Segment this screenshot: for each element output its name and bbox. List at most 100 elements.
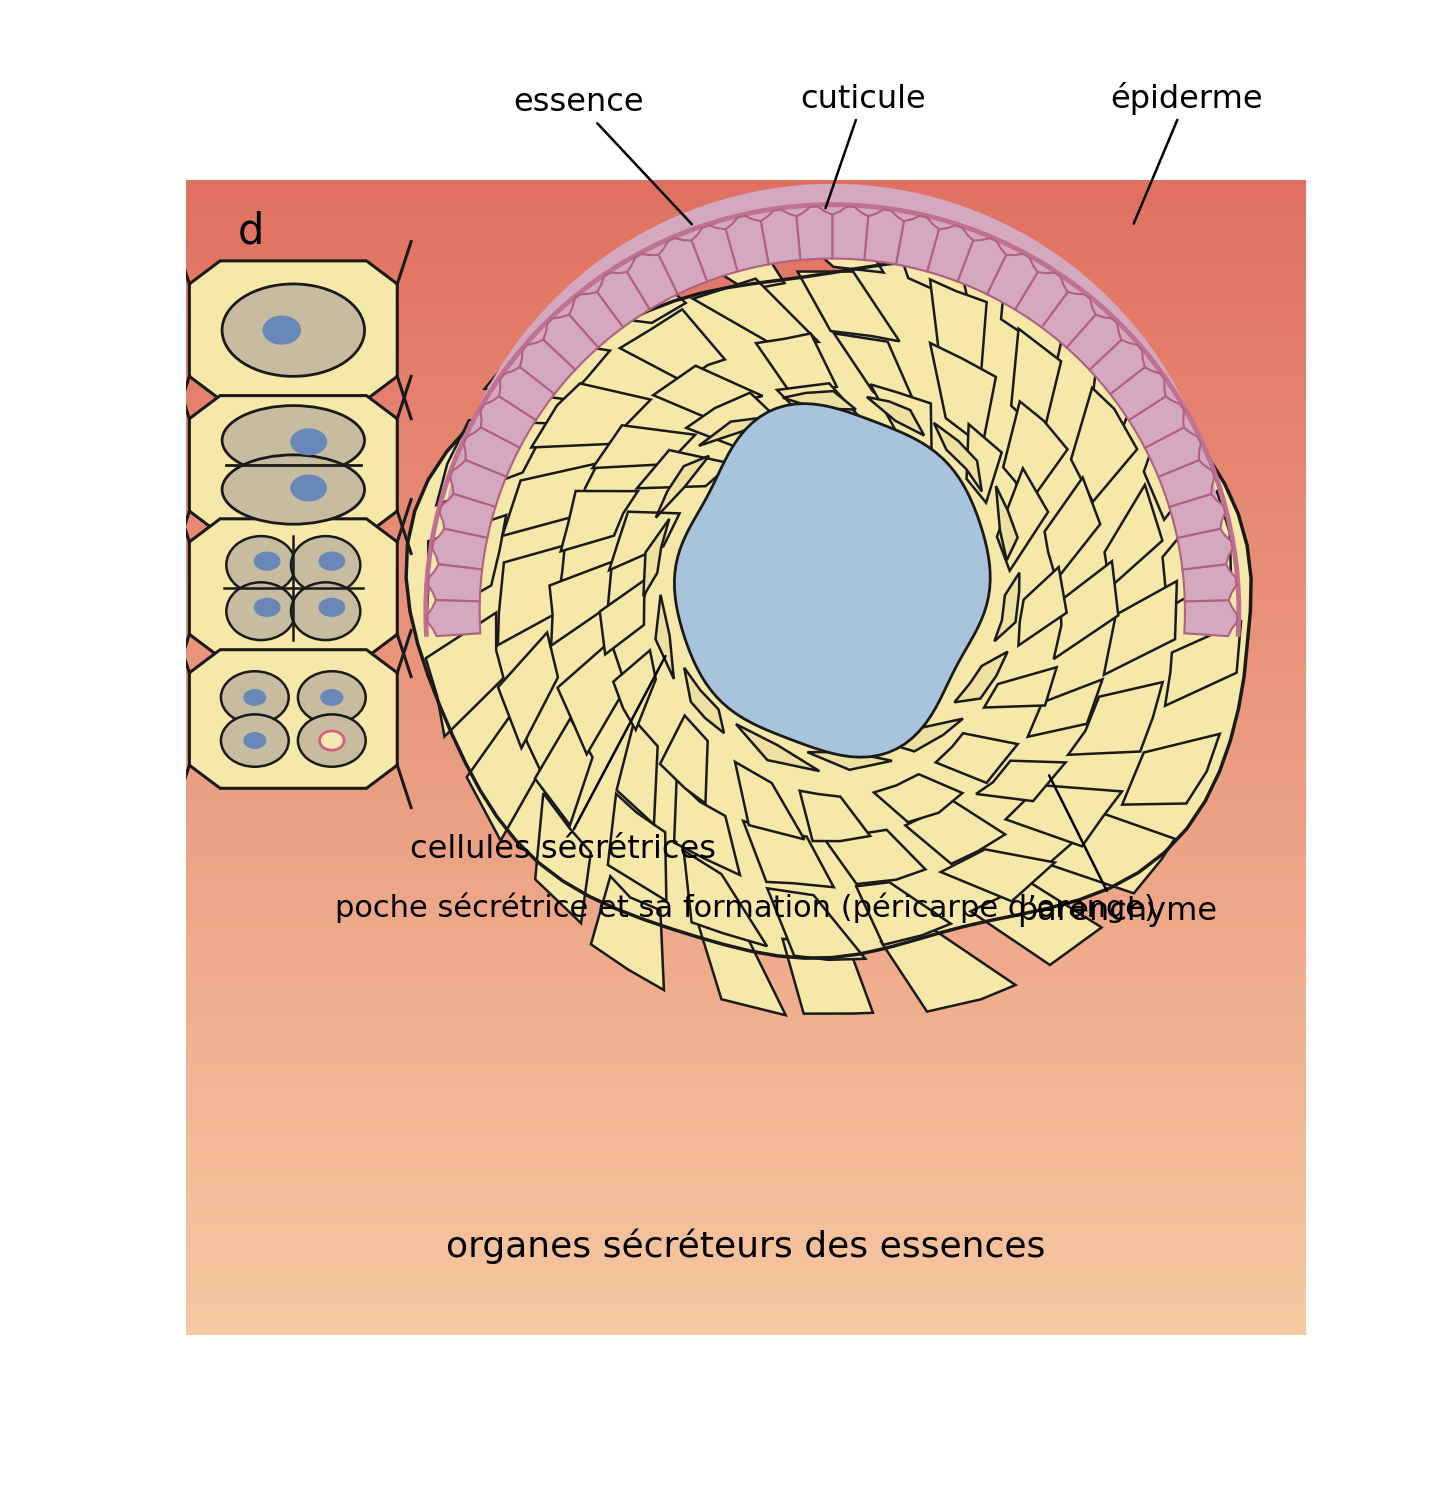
Bar <box>186 640 1307 646</box>
Polygon shape <box>825 830 925 884</box>
Bar <box>186 1311 1307 1316</box>
Bar <box>186 357 1307 362</box>
Ellipse shape <box>319 552 345 572</box>
Polygon shape <box>1053 561 1119 658</box>
Ellipse shape <box>227 536 295 594</box>
Bar <box>186 992 1307 996</box>
Polygon shape <box>1048 812 1174 894</box>
Ellipse shape <box>290 474 327 501</box>
Polygon shape <box>735 762 805 840</box>
Bar <box>186 1046 1307 1050</box>
Bar <box>186 1245 1307 1251</box>
Bar <box>186 706 1307 711</box>
Ellipse shape <box>223 405 365 476</box>
Polygon shape <box>882 930 1016 1011</box>
Bar <box>186 503 1307 507</box>
Bar <box>186 664 1307 669</box>
Bar <box>186 1292 1307 1296</box>
Ellipse shape <box>243 732 266 748</box>
Bar <box>186 1296 1307 1300</box>
Ellipse shape <box>298 672 365 723</box>
Bar <box>186 1030 1307 1035</box>
Bar <box>186 1254 1307 1258</box>
Bar <box>186 999 1307 1004</box>
Bar <box>186 1154 1307 1158</box>
Bar <box>186 476 1307 480</box>
Bar <box>186 298 1307 303</box>
Bar <box>186 630 1307 634</box>
Bar <box>186 1149 1307 1154</box>
Bar <box>186 1119 1307 1124</box>
Bar <box>186 1014 1307 1020</box>
Polygon shape <box>736 724 819 771</box>
Bar <box>186 1077 1307 1082</box>
Bar <box>186 652 1307 657</box>
Polygon shape <box>896 216 938 272</box>
Polygon shape <box>870 384 931 458</box>
Text: cellules sécrétrices: cellules sécrétrices <box>410 656 716 866</box>
Polygon shape <box>783 392 856 410</box>
Bar <box>186 1114 1307 1119</box>
Bar <box>186 714 1307 718</box>
Bar <box>186 915 1307 920</box>
Bar <box>186 930 1307 934</box>
Bar <box>186 980 1307 984</box>
Text: essence: essence <box>514 87 691 224</box>
Polygon shape <box>592 426 695 468</box>
Polygon shape <box>1122 734 1219 804</box>
Bar <box>186 1092 1307 1096</box>
Polygon shape <box>874 774 962 822</box>
Bar <box>186 830 1307 834</box>
Bar <box>186 310 1307 315</box>
Bar <box>186 1050 1307 1054</box>
Bar <box>186 726 1307 730</box>
Polygon shape <box>502 464 598 536</box>
Bar <box>186 926 1307 930</box>
Polygon shape <box>1005 784 1122 846</box>
Polygon shape <box>467 706 540 840</box>
Bar <box>186 291 1307 296</box>
Text: épiderme: épiderme <box>1110 81 1263 224</box>
Bar <box>186 962 1307 966</box>
Polygon shape <box>535 718 592 825</box>
Polygon shape <box>464 427 519 477</box>
Bar <box>186 286 1307 291</box>
Polygon shape <box>426 612 503 736</box>
Bar <box>186 776 1307 780</box>
Bar <box>186 1161 1307 1166</box>
Text: organes sécréteurs des essences: organes sécréteurs des essences <box>445 1228 1045 1264</box>
Bar <box>186 225 1307 230</box>
Bar <box>186 392 1307 396</box>
Polygon shape <box>656 456 709 518</box>
Polygon shape <box>1011 328 1061 435</box>
Bar <box>186 507 1307 512</box>
Bar <box>186 676 1307 681</box>
Bar <box>186 549 1307 554</box>
Bar <box>186 230 1307 234</box>
Bar <box>186 579 1307 585</box>
Ellipse shape <box>319 597 345 616</box>
Bar <box>186 1100 1307 1104</box>
Polygon shape <box>599 578 649 654</box>
Bar <box>186 1264 1307 1269</box>
Polygon shape <box>1158 460 1215 507</box>
Polygon shape <box>1177 530 1232 570</box>
Bar <box>186 756 1307 762</box>
Bar <box>186 1060 1307 1065</box>
Bar <box>186 849 1307 853</box>
Bar <box>186 394 1307 399</box>
Bar <box>186 268 1307 273</box>
Ellipse shape <box>221 714 288 766</box>
Polygon shape <box>674 780 741 874</box>
Polygon shape <box>406 261 1251 958</box>
Bar <box>186 598 1307 603</box>
Polygon shape <box>439 494 495 538</box>
Bar <box>186 783 1307 789</box>
Bar <box>186 1196 1307 1200</box>
Polygon shape <box>1163 492 1231 609</box>
Bar <box>186 448 1307 453</box>
Bar <box>186 495 1307 500</box>
Polygon shape <box>808 752 892 770</box>
Bar <box>186 537 1307 542</box>
Bar <box>186 1269 1307 1274</box>
